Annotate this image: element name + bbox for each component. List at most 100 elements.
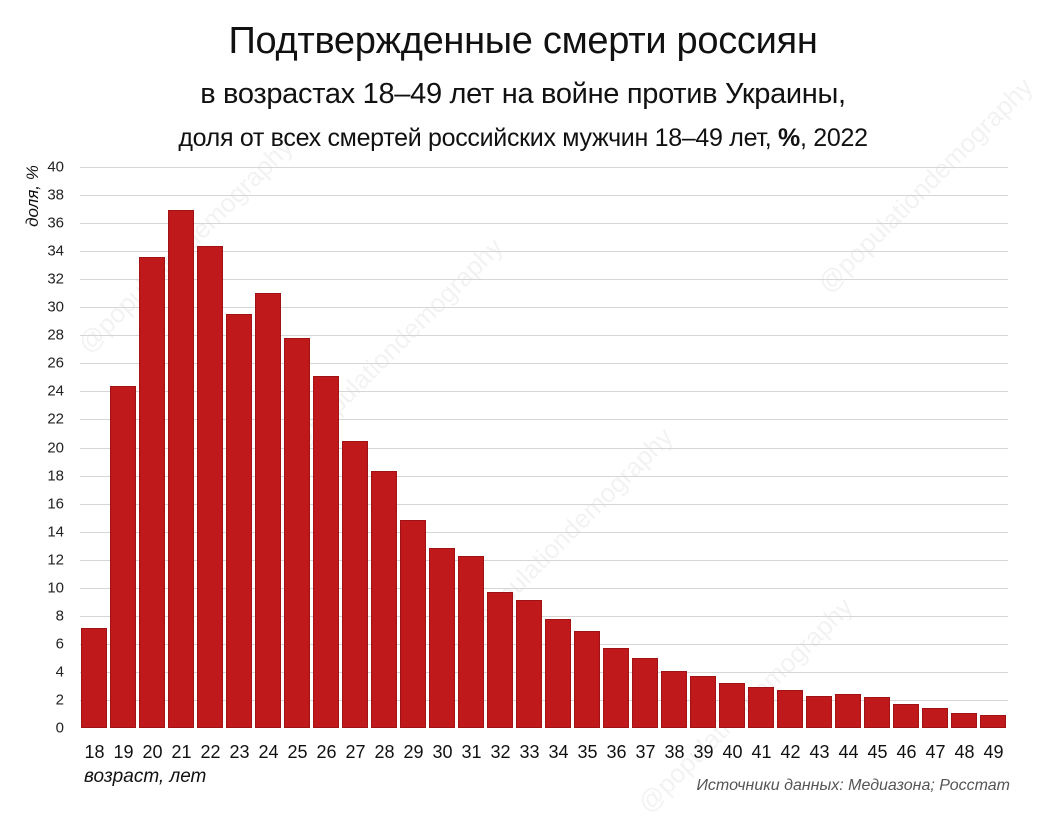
chart-subtitle-2: доля от всех смертей российских мужчин 1… [0,124,1046,153]
gridline [80,419,1008,421]
bar-age-24 [255,293,281,728]
x-tick-label: 47 [925,742,946,762]
x-tick-label: 27 [345,742,366,762]
bar-age-37 [632,657,658,728]
x-tick-label: 18 [84,742,105,762]
y-tick-label: 4 [55,663,64,681]
gridline [80,447,1008,449]
gridline [80,643,1008,645]
x-tick-label: 49 [983,742,1004,762]
x-tick-label: 39 [693,742,714,762]
gridline [80,587,1008,589]
x-tick-label: 20 [142,742,163,762]
gridline [80,307,1008,309]
y-tick-label: 14 [47,523,64,541]
subtitle-unit: % [778,124,800,152]
gridline [80,475,1008,477]
bar-age-35 [574,631,600,728]
bar-age-42 [777,690,803,728]
y-tick-label: 28 [47,326,64,344]
y-tick-label: 24 [47,382,64,400]
chart-title: Подтвержденные смерти россиян [228,20,818,62]
bar-age-49 [980,715,1006,728]
x-tick-label: 21 [171,742,192,762]
gridline [80,699,1008,701]
bar-age-21 [168,210,194,728]
x-tick-label: 35 [577,742,598,762]
source-note: Источники данных: Медиазона; Росстат [696,777,1010,794]
y-axis-ticks: 0 2 4 6 8 10 12 14 16 18 20 22 24 26 28 30 32 34 36 38 40 [0,159,70,737]
subtitle-year: , 2022 [799,124,868,152]
gridline [80,503,1008,505]
x-tick-label: 42 [780,742,801,762]
bar-age-20 [139,256,165,728]
bar-age-25 [284,338,310,728]
y-tick-label: 32 [47,270,64,288]
x-tick-label: 19 [113,742,134,762]
bar-age-38 [661,670,687,728]
x-tick-label: 23 [229,742,250,762]
x-tick-label: 29 [403,742,424,762]
bar-age-18 [81,628,107,728]
gridline [80,391,1008,393]
bar-age-22 [197,245,223,728]
gridline [80,559,1008,561]
x-tick-label: 32 [490,742,511,762]
x-tick-label: 44 [838,742,859,762]
x-tick-label: 43 [809,742,830,762]
subtitle-text: доля от всех смертей российских мужчин 1… [178,124,779,152]
y-tick-label: 20 [47,439,64,456]
bar-age-27 [342,440,368,728]
bar-age-48 [951,712,977,728]
bar-age-47 [922,708,948,728]
bar-age-36 [603,648,629,728]
bar-age-41 [748,687,774,728]
y-tick-label: 12 [47,551,64,569]
bar-age-31 [458,555,484,728]
bar-age-44 [835,694,861,728]
y-tick-label: 36 [47,214,64,232]
gridline [80,531,1008,533]
gridline [80,195,1008,197]
bar-age-40 [719,683,745,728]
x-tick-label: 36 [606,742,627,762]
x-axis-label: возраст, лет [84,766,207,787]
y-tick-label: 38 [47,186,64,204]
y-tick-label: 16 [47,495,64,513]
x-tick-label: 26 [316,742,337,762]
y-tick-label: 10 [47,579,64,597]
bar-age-33 [516,600,542,728]
x-tick-label: 48 [954,742,975,762]
x-tick-label: 31 [461,742,482,762]
bar-age-30 [429,548,455,728]
bar-age-45 [864,697,890,728]
gridline [80,223,1008,225]
bar-age-43 [806,695,832,728]
x-tick-label: 45 [867,742,888,762]
gridline [80,363,1008,365]
gridline [80,615,1008,617]
gridline [80,335,1008,337]
gridline [80,279,1008,281]
x-tick-label: 25 [287,742,308,762]
x-axis-ticks: 18 19 20 21 22 23 24 25 26 27 28 29 30 31 32 33 34 35 36 37… [80,742,1008,766]
y-tick-label: 40 [47,158,64,176]
y-tick-label: 22 [47,410,64,428]
bar-age-34 [545,618,571,728]
x-tick-label: 46 [896,742,917,762]
x-tick-label: 24 [258,742,279,762]
y-tick-label: 6 [55,635,64,653]
gridline [80,167,1008,168]
y-tick-label: 18 [47,467,64,485]
x-tick-label: 22 [200,742,221,762]
bar-age-28 [371,471,397,728]
bar-age-39 [690,676,716,728]
bar-age-29 [400,520,426,728]
y-tick-label: 0 [55,719,64,737]
bar-age-23 [226,314,252,728]
x-tick-label: 40 [722,742,743,762]
y-tick-label: 34 [47,242,64,260]
x-tick-label: 37 [635,742,656,762]
y-tick-label: 30 [47,298,64,316]
y-tick-label: 8 [55,607,64,625]
